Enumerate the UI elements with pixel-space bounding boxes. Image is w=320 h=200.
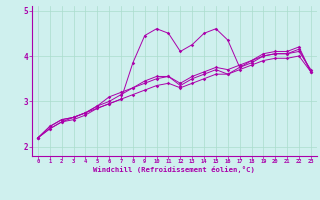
X-axis label: Windchill (Refroidissement éolien,°C): Windchill (Refroidissement éolien,°C) <box>93 166 255 173</box>
